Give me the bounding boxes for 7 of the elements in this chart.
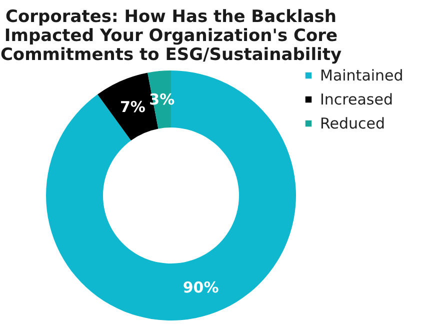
legend-label: Maintained xyxy=(320,66,404,84)
chart-title: Corporates: How Has the Backlash Impacted Your Organization's Core Commitments to ESG/Sustainability xyxy=(0,7,342,65)
data-label: 7% xyxy=(120,98,146,116)
legend-label: Reduced xyxy=(320,114,386,132)
legend-label: Increased xyxy=(320,90,394,108)
donut-slice xyxy=(46,70,296,320)
data-label: 90% xyxy=(182,278,219,296)
